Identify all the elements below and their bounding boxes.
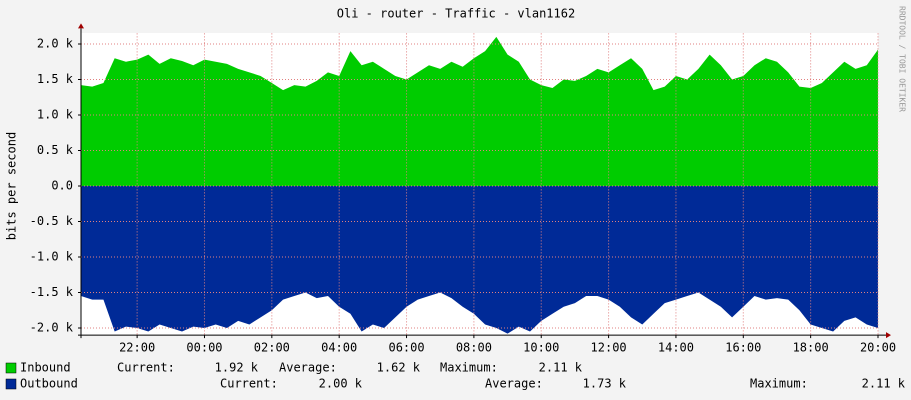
y-tick-label: -2.0 k xyxy=(30,321,74,335)
legend-swatch xyxy=(5,378,17,390)
x-tick-label: 12:00 xyxy=(591,341,627,355)
y-axis-arrow xyxy=(78,23,84,29)
legend-name: Inbound xyxy=(20,361,71,375)
x-tick-label: 22:00 xyxy=(119,341,155,355)
legend-stat-label: Current: xyxy=(220,377,278,391)
x-tick-label: 16:00 xyxy=(725,341,761,355)
y-tick-label: -1.0 k xyxy=(30,250,74,264)
y-tick-label: 1.5 k xyxy=(37,72,74,86)
chart-title: Oli - router - Traffic - vlan1162 xyxy=(337,7,575,21)
legend-name: Outbound xyxy=(20,377,78,391)
legend-swatch xyxy=(5,362,17,374)
x-tick-label: 08:00 xyxy=(456,341,492,355)
x-tick-label: 14:00 xyxy=(658,341,694,355)
legend-stat-value: 2.11 k xyxy=(539,361,583,375)
legend-stat-value: 2.00 k xyxy=(319,377,363,391)
x-tick-label: 04:00 xyxy=(321,341,357,355)
legend-stat-label: Average: xyxy=(485,377,543,391)
x-tick-label: 10:00 xyxy=(523,341,559,355)
x-tick-label: 06:00 xyxy=(388,341,424,355)
y-tick-label: 1.0 k xyxy=(37,108,74,122)
x-tick-label: 20:00 xyxy=(860,341,896,355)
y-tick-label: 2.0 k xyxy=(37,37,74,51)
x-tick-label: 00:00 xyxy=(186,341,222,355)
legend-stat-label: Maximum: xyxy=(750,377,808,391)
x-tick-label: 18:00 xyxy=(793,341,829,355)
legend-stat-label: Average: xyxy=(279,361,337,375)
x-tick-label: 02:00 xyxy=(254,341,290,355)
y-tick-label: 0.0 xyxy=(51,179,73,193)
y-tick-label: -1.5 k xyxy=(30,285,74,299)
x-axis-arrow xyxy=(886,332,891,339)
y-tick-label: -0.5 k xyxy=(30,214,74,228)
watermark: RRDTOOL / TOBI OETIKER xyxy=(898,6,907,112)
series-area xyxy=(81,36,878,187)
legend-stat-value: 1.92 k xyxy=(215,361,259,375)
legend-stat-value: 2.11 k xyxy=(862,377,906,391)
series-area xyxy=(81,186,878,334)
y-axis-label: bits per second xyxy=(5,132,19,240)
legend-stat-value: 1.62 k xyxy=(377,361,421,375)
legend-stat-label: Maximum: xyxy=(440,361,498,375)
legend-stat-label: Current: xyxy=(117,361,175,375)
y-tick-label: 0.5 k xyxy=(37,143,74,157)
legend-stat-value: 1.73 k xyxy=(583,377,627,391)
